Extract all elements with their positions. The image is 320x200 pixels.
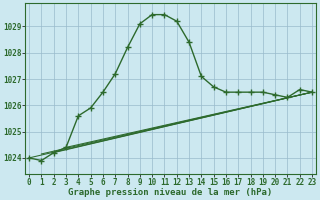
X-axis label: Graphe pression niveau de la mer (hPa): Graphe pression niveau de la mer (hPa) (68, 188, 273, 197)
